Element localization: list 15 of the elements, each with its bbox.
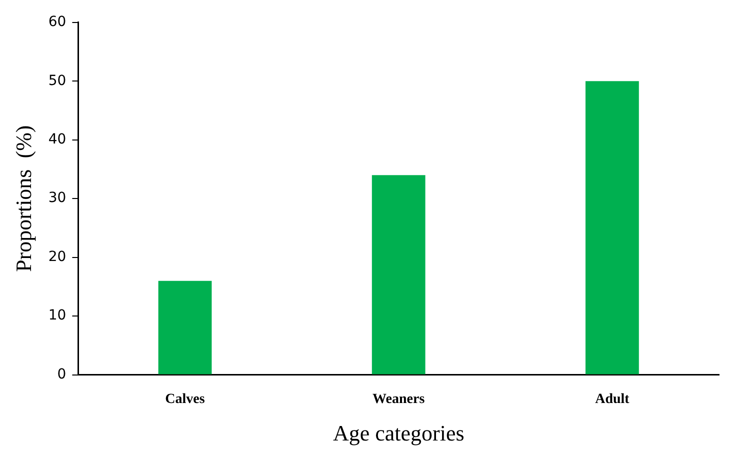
y-tick-label: 40 [48, 132, 66, 148]
y-tick-label: 10 [48, 308, 66, 324]
y-tick-label: 60 [48, 14, 66, 30]
x-tick-label: Weaners [372, 392, 426, 407]
y-axis-title: Proportions (%) [10, 125, 36, 272]
x-tick-label: Calves [165, 392, 206, 407]
bar [372, 175, 426, 374]
x-axis-title: Age categories [332, 420, 464, 446]
y-tick-label: 0 [57, 366, 66, 382]
y-tick-label: 30 [48, 190, 66, 206]
y-tick-label: 20 [48, 248, 66, 265]
bar [158, 280, 212, 374]
bar [586, 81, 639, 374]
y-tick-label: 50 [48, 72, 66, 89]
x-tick-label: Adult [595, 392, 630, 407]
